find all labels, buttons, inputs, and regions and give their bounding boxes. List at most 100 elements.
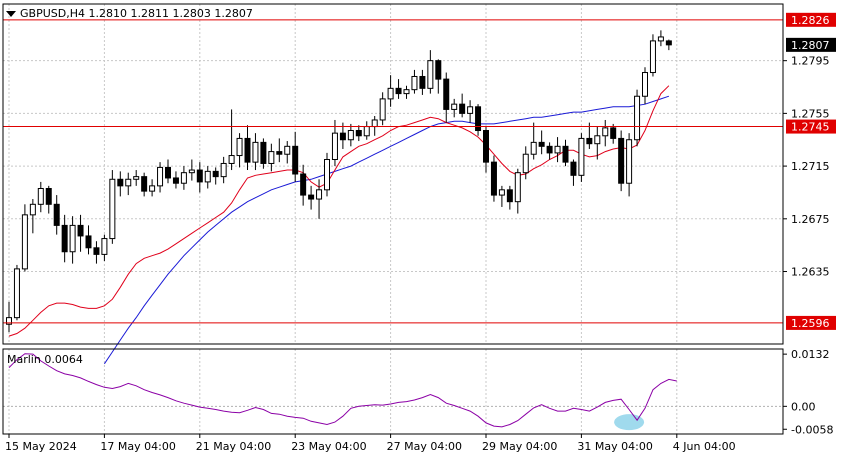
oscillator-label: Marlin 0.0064 [7, 353, 83, 366]
time-tick-label: 29 May 04:00 [482, 440, 557, 453]
candle-bull-body [522, 153, 529, 174]
candle-bull-body [37, 187, 44, 205]
level-label: 1.2745 [791, 121, 830, 134]
candle-bull-body [324, 159, 330, 191]
candle [649, 34, 656, 77]
candle-bull-body [149, 185, 156, 192]
candle-bear-body [300, 173, 307, 196]
time-tick-label: 4 Jun 04:00 [673, 440, 736, 453]
candle [530, 122, 537, 160]
candle [411, 69, 418, 94]
candle-bull-body [451, 103, 458, 110]
candle [657, 30, 664, 47]
candle-bull-body [347, 130, 354, 141]
candle-bull-body [21, 214, 28, 270]
candle-bear-body [419, 75, 426, 89]
candle-bull-body [69, 224, 76, 253]
candle [514, 168, 521, 214]
candle-bull-body [228, 155, 235, 164]
candle-bull-body [371, 119, 378, 128]
candle [244, 125, 251, 171]
candle [371, 116, 378, 136]
candle-bull-body [554, 145, 561, 154]
candle-bull-body [331, 132, 338, 161]
candle [77, 214, 84, 252]
candle-bull-body [157, 166, 164, 187]
candle-bear-body [61, 224, 68, 253]
ma-red-line [8, 85, 670, 337]
candle [117, 171, 124, 197]
candle-bear-body [172, 177, 179, 184]
candle-bull-body [657, 36, 664, 42]
candle-bull-body [363, 126, 370, 137]
candle [165, 159, 171, 184]
candle-bear-body [483, 130, 489, 163]
price-tick-label: 1.2715 [791, 160, 830, 173]
level-label: 1.2826 [791, 14, 830, 27]
candle [570, 159, 577, 186]
osc-tick-label: 0.0132 [791, 348, 830, 361]
candle-bull-body [188, 169, 195, 174]
candle-bear-body [308, 194, 315, 200]
candle-bear-body [435, 60, 442, 80]
candle [300, 164, 307, 206]
candle-bull-body [133, 176, 140, 180]
candle-bull-body [268, 151, 275, 164]
oscillator-highlight [614, 414, 645, 431]
candle-bull-body [379, 98, 386, 121]
candle-bull-body [387, 87, 394, 100]
candle [53, 195, 60, 235]
candle-bear-body [196, 169, 203, 183]
candle [459, 93, 466, 118]
candle-bear-body [77, 224, 84, 237]
candle [451, 98, 458, 118]
candle [602, 119, 609, 147]
candle-bull-body [6, 317, 12, 325]
candle [443, 72, 450, 123]
candle-bull-body [236, 137, 243, 157]
level-label-bg [786, 119, 836, 134]
candle [212, 167, 219, 185]
candle [188, 159, 195, 181]
candle [490, 155, 497, 202]
candle [554, 137, 561, 163]
symbol-label: GBPUSD,H4 1.2810 1.2811 1.2803 1.2807 [20, 7, 253, 20]
candle [37, 181, 44, 213]
candle [308, 185, 315, 210]
candle [13, 264, 20, 321]
candle [498, 185, 505, 207]
candle-bear-body [459, 103, 466, 114]
candle [45, 185, 52, 214]
candle [268, 143, 275, 172]
candle [610, 123, 617, 144]
price-tick-label: 1.2795 [791, 55, 830, 68]
candle [634, 89, 641, 147]
candle [157, 162, 164, 193]
candle-bull-body [514, 172, 521, 203]
candle [578, 133, 585, 182]
candle-bear-body [586, 137, 593, 145]
current-price-bg [786, 37, 836, 52]
candle [467, 100, 474, 123]
candle [355, 125, 362, 142]
candle-bear-body [339, 132, 346, 141]
candle-bull-body [284, 145, 291, 155]
horizontal-levels: 1.2826 1.2745 1.2596 [3, 12, 836, 330]
candle [260, 138, 267, 169]
candle-bull-body [642, 72, 648, 97]
candle [387, 75, 394, 107]
candle [419, 69, 426, 95]
candle-bull-body [109, 178, 116, 240]
candle-bull-body [403, 89, 410, 95]
candle [506, 185, 513, 210]
candle [252, 133, 259, 171]
collapse-triangle-icon[interactable] [6, 11, 16, 17]
candle [196, 162, 203, 193]
ma-blue-line [103, 95, 670, 365]
candle-bull-body [427, 60, 434, 89]
candle [546, 142, 553, 160]
candle-bear-body [475, 106, 482, 132]
candle-bull-body [602, 127, 609, 137]
candle-bull-body [626, 139, 633, 184]
